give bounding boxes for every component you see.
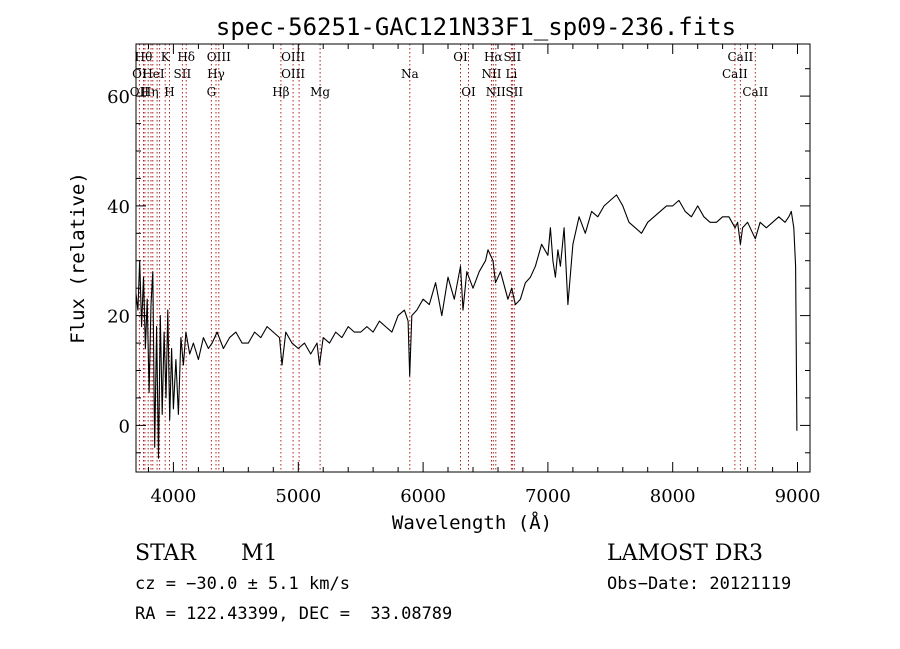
x-tick-label: 4000 bbox=[150, 486, 196, 507]
line-markers bbox=[138, 44, 756, 472]
y-tick-label: 60 bbox=[107, 87, 130, 108]
x-tick-label: 9000 bbox=[775, 486, 821, 507]
line-marker-label: H bbox=[164, 85, 174, 99]
line-marker-label: OII bbox=[130, 85, 150, 99]
line-marker-label: OIII bbox=[281, 50, 305, 64]
object-class: STAR bbox=[135, 541, 196, 566]
line-marker-label: Na bbox=[401, 67, 419, 81]
observation-date: Obs−Date: 20121119 bbox=[607, 574, 792, 594]
y-axis: 0 20 40 60 bbox=[107, 68, 810, 454]
line-marker-label: Hδ bbox=[177, 50, 195, 64]
spectrum-line bbox=[135, 194, 798, 459]
line-marker-label: HeI bbox=[142, 67, 165, 81]
line-marker-label: CaII bbox=[722, 67, 748, 81]
spectrum-series bbox=[135, 194, 798, 459]
x-tick-label: 6000 bbox=[400, 486, 446, 507]
line-marker-label: G bbox=[207, 85, 217, 99]
line-marker-label: K bbox=[161, 50, 171, 64]
x-tick-label: 8000 bbox=[650, 486, 696, 507]
line-marker-label: Li bbox=[505, 67, 517, 81]
survey-name: LAMOST DR3 bbox=[607, 541, 763, 566]
line-marker-label: OI bbox=[453, 50, 468, 64]
line-marker-label: Hα bbox=[484, 50, 503, 64]
line-marker-label: Hγ bbox=[207, 67, 225, 81]
y-tick-label: 40 bbox=[107, 197, 130, 218]
line-marker-label: NII bbox=[482, 67, 502, 81]
line-marker-label: NII bbox=[486, 85, 506, 99]
line-marker-label: CaII bbox=[727, 50, 753, 64]
line-marker-label: SII bbox=[504, 50, 522, 64]
line-marker-label: Hβ bbox=[272, 85, 289, 99]
line-marker-label: Mg bbox=[310, 85, 330, 99]
x-axis: 4000 5000 6000 7000 8000 9000 bbox=[148, 44, 821, 507]
line-marker-label: Hη bbox=[141, 85, 159, 99]
line-marker-label: OIII bbox=[207, 50, 231, 64]
y-axis-label: Flux (relative) bbox=[67, 172, 89, 344]
chart-title: spec-56251-GAC121N33F1_sp09-236.fits bbox=[216, 13, 736, 41]
line-marker-label: Hθ bbox=[135, 50, 153, 64]
line-marker-label: CaII bbox=[742, 85, 768, 99]
line-marker-label: OI bbox=[461, 85, 476, 99]
plot-frame bbox=[135, 43, 811, 473]
object-subclass: M1 bbox=[241, 541, 278, 566]
sky-coordinates: RA = 122.43399, DEC = 33.08789 bbox=[135, 604, 453, 624]
y-tick-label: 20 bbox=[107, 307, 130, 328]
x-tick-label: 5000 bbox=[275, 486, 321, 507]
y-tick-label: 0 bbox=[119, 416, 130, 437]
line-marker-label: SII bbox=[174, 67, 192, 81]
x-tick-label: 7000 bbox=[525, 486, 571, 507]
x-axis-label: Wavelength (Å) bbox=[392, 511, 552, 534]
redshift-velocity: cz = −30.0 ± 5.1 km/s bbox=[135, 574, 350, 594]
line-marker-label: OIII bbox=[281, 67, 305, 81]
line-marker-label: SII bbox=[505, 85, 523, 99]
